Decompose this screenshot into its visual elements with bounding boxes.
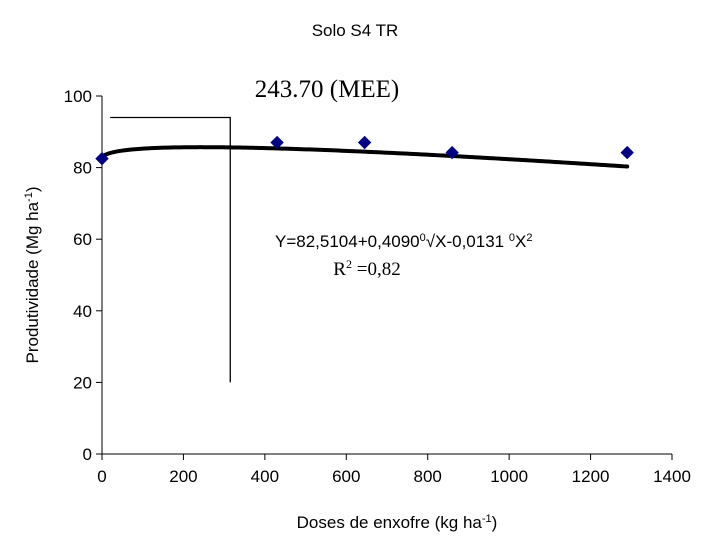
mee-reference-line <box>110 116 231 383</box>
y-axis-label: Produtividade (Mg ha-1) <box>23 186 42 363</box>
data-point <box>270 135 284 150</box>
data-point <box>95 151 109 166</box>
chart-title: Solo S4 TR <box>312 21 399 40</box>
x-axis-label: Doses de enxofre (kg ha-1) <box>297 513 498 532</box>
y-tick-label: 60 <box>73 230 92 249</box>
data-point <box>620 145 634 160</box>
y-tick-label: 0 <box>83 445 92 464</box>
data-point <box>357 135 372 150</box>
data-point <box>445 145 459 160</box>
x-tick-label: 400 <box>251 467 279 486</box>
fit-curve <box>100 145 630 169</box>
mee-marker <box>110 116 231 383</box>
x-tick-label: 0 <box>97 467 106 486</box>
mee-label: 243.70 (MEE) <box>255 76 399 103</box>
x-tick-label: 200 <box>169 467 197 486</box>
y-tick-label: 80 <box>73 159 92 178</box>
y-tick-label: 100 <box>64 87 92 106</box>
x-tick-label: 600 <box>332 467 360 486</box>
x-tick-label: 800 <box>414 467 442 486</box>
fit-curve-group <box>100 145 630 169</box>
r-squared-label: R2 =0,82 <box>333 257 400 280</box>
y-tick-label: 40 <box>73 302 92 321</box>
x-tick-label: 1000 <box>490 467 528 486</box>
x-tick-label: 1400 <box>653 467 691 486</box>
x-tick-label: 1200 <box>572 467 610 486</box>
equation-label: Y=82,5104+0,40900√X-0,0131 0X2 <box>275 232 532 251</box>
y-tick-label: 20 <box>73 373 92 392</box>
data-points <box>95 135 634 166</box>
